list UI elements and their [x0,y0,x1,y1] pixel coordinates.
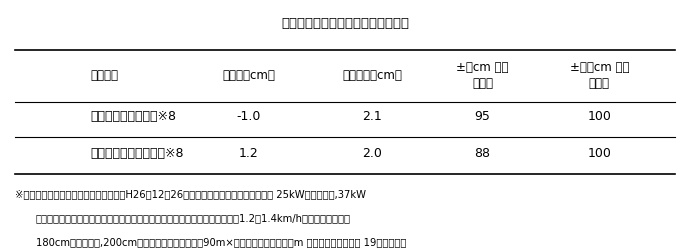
Text: 2.1: 2.1 [363,110,382,124]
Text: 95: 95 [475,110,491,124]
Text: 作業条件: 作業条件 [90,69,119,82]
Text: 2.0: 2.0 [362,147,382,160]
Text: ※８試験条件：鹿児島農総セ試験ほ場、H26年12月26日、黒ボク土、トラクター：出力 25kW（車輪式）,37kW: ※８試験条件：鹿児島農総セ試験ほ場、H26年12月26日、黒ボク土、トラクター：… [15,189,366,199]
Text: -1.0: -1.0 [237,110,261,124]
Text: 180cm（車輪式）,200cm（半装軌式）、行程長：90m×４行程、行程間隔は５m ごとに１行程あたり 19点を計測。: 180cm（車輪式）,200cm（半装軌式）、行程長：90m×４行程、行程間隔は… [36,237,406,247]
Text: 88: 88 [475,147,491,160]
Text: 表２　追従作業での行程間隔の偏差: 表２ 追従作業での行程間隔の偏差 [281,17,409,30]
Text: 100: 100 [587,110,611,124]
Text: 1.2: 1.2 [239,147,259,160]
Text: 平均値［cm］: 平均値［cm］ [222,69,275,82]
Text: 標準偏差［cm］: 標準偏差［cm］ [342,69,402,82]
Text: ±５cm 以内
［％］: ±５cm 以内 ［％］ [456,61,509,90]
Text: 直線作業（半装軌式）※8: 直線作業（半装軌式）※8 [90,147,184,160]
Text: 100: 100 [587,147,611,160]
Text: 直線作業（車輪式）※8: 直線作業（車輪式）※8 [90,110,177,124]
Text: ±１０cm 以内
［％］: ±１０cm 以内 ［％］ [569,61,629,90]
Text: （半装軌式）、作業機：サツマイモ栽培用２畦畝立てマルチャ、作業速度：1.2～1.4km/h、目標行程間隔：: （半装軌式）、作業機：サツマイモ栽培用２畦畝立てマルチャ、作業速度：1.2～1.… [36,213,351,223]
